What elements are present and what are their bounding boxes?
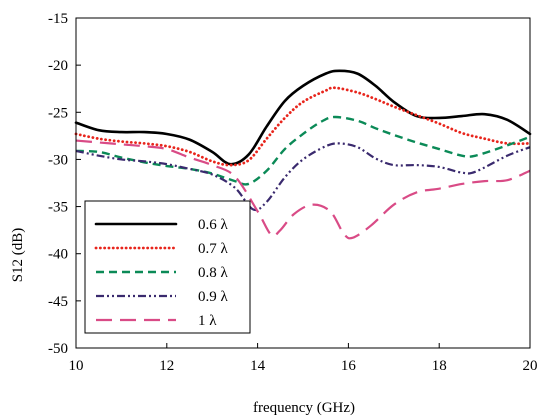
y-tick-label: -45 <box>48 294 68 310</box>
legend-label: 0.7 λ <box>198 241 229 257</box>
y-tick-label: -25 <box>48 105 68 121</box>
x-tick-label: 10 <box>69 358 84 374</box>
series-lines <box>74 69 532 240</box>
y-tick-label: -20 <box>48 58 68 74</box>
x-tick-label: 12 <box>159 358 174 374</box>
axis-ticks: 10 12 14 16 18 20 -50 -45 -40 -35 -30 -25 -20 -15 <box>48 11 538 374</box>
legend-label: 0.9 λ <box>198 289 229 305</box>
legend-label: 0.6 λ <box>198 217 229 233</box>
x-axis-title: frequency (GHz) <box>253 400 355 416</box>
series-line-1 <box>74 86 532 167</box>
legend: 0.6 λ 0.7 λ 0.8 λ 0.9 λ 1 λ <box>84 200 251 334</box>
series-line-2 <box>75 115 531 186</box>
y-axis-title-group: S12 (dB) <box>10 228 26 283</box>
series-line-0 <box>74 69 532 166</box>
y-tick-label: -35 <box>48 200 68 216</box>
legend-label: 0.8 λ <box>198 265 229 281</box>
y-tick-label: -40 <box>48 247 68 263</box>
y-axis-title: S12 (dB) <box>10 228 26 283</box>
x-tick-label: 14 <box>250 358 266 374</box>
series-line-3 <box>75 142 531 212</box>
x-tick-label: 20 <box>523 358 538 374</box>
x-tick-label: 16 <box>341 358 357 374</box>
x-tick-label: 18 <box>432 358 447 374</box>
y-tick-label: -50 <box>48 341 68 357</box>
plot-frame <box>75 17 531 349</box>
y-tick-label: -30 <box>48 152 68 168</box>
y-tick-label: -15 <box>48 11 68 27</box>
legend-label: 1 λ <box>198 313 217 329</box>
series-line-4 <box>75 139 531 240</box>
